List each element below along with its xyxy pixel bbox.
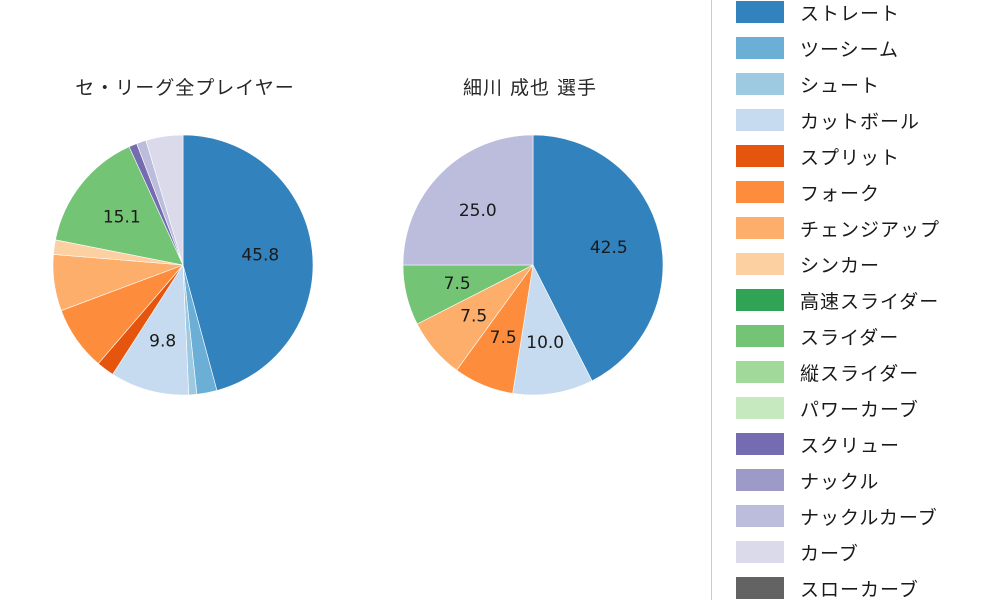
pie-value-label-fork: 7.5 xyxy=(490,328,517,348)
legend-label-cutter: カットボール xyxy=(800,110,921,133)
pie-chart-league: 45.8 9.8 15.1 xyxy=(52,134,314,396)
legend-label-screw: スクリュー xyxy=(800,434,901,457)
pie-value-label-slider: 7.5 xyxy=(444,274,471,294)
pie-value-label-straight: 45.8 xyxy=(241,246,279,266)
legend-label-shoot: シュート xyxy=(800,74,881,97)
legend-list: ストレートツーシームシュートカットボール スプリットフォークチェンジアップ シンカー… xyxy=(736,0,1000,600)
legend-item-cutter: カットボール xyxy=(736,102,1000,138)
legend-label-curve: カーブ xyxy=(800,542,859,565)
legend-label-power-curve: パワーカーブ xyxy=(800,398,919,421)
legend-swatch-changeup xyxy=(736,217,784,239)
pie-slice-straight xyxy=(532,134,664,382)
pie-slice-curve xyxy=(145,134,184,266)
legend-item-split: スプリット xyxy=(736,138,1000,174)
legend-label-sinker: シンカー xyxy=(800,254,881,277)
legend-swatch-screw xyxy=(736,433,784,455)
pie-value-label-knuckle-curve: 25.0 xyxy=(459,201,497,221)
legend-swatch-fork xyxy=(736,181,784,203)
legend-label-changeup: チェンジアップ xyxy=(800,218,941,241)
legend-item-fork: フォーク xyxy=(736,174,1000,210)
legend-item-knuckle: ナックル xyxy=(736,462,1000,498)
legend-item-screw: スクリュー xyxy=(736,426,1000,462)
legend-label-knuckle: ナックル xyxy=(800,470,880,493)
legend-item-curve: カーブ xyxy=(736,534,1000,570)
legend-label-two-seam: ツーシーム xyxy=(800,38,900,61)
legend-swatch-cutter xyxy=(736,109,784,131)
legend-label-vertical-slider: 縦スライダー xyxy=(800,362,920,385)
legend-swatch-power-curve xyxy=(736,397,784,419)
legend-label-split: スプリット xyxy=(800,146,901,169)
legend-swatch-knuckle xyxy=(736,469,784,491)
legend-item-power-curve: パワーカーブ xyxy=(736,390,1000,426)
legend-label-fork: フォーク xyxy=(800,182,881,205)
pie-value-label-straight: 42.5 xyxy=(590,238,628,258)
legend-item-slow-curve: スローカーブ xyxy=(736,570,1000,600)
pie-slice-knuckle-curve xyxy=(402,134,534,266)
legend-label-knuckle-curve: ナックルカーブ xyxy=(800,506,938,529)
chart-title-league: セ・リーグ全プレイヤー xyxy=(75,77,295,99)
legend-label-slider: スライダー xyxy=(800,326,900,349)
legend-swatch-vertical-slider xyxy=(736,361,784,383)
legend-swatch-slow-curve xyxy=(736,577,784,599)
legend-item-fast-slider: 高速スライダー xyxy=(736,282,1000,318)
legend-item-vertical-slider: 縦スライダー xyxy=(736,354,1000,390)
legend-label-fast-slider: 高速スライダー xyxy=(800,290,940,313)
pie-value-label-cutter: 9.8 xyxy=(149,331,176,351)
legend-swatch-two-seam xyxy=(736,37,784,59)
pie-chart-player: 42.510.07.57.57.525.0 xyxy=(402,134,664,396)
legend-label-straight: ストレート xyxy=(800,2,901,25)
legend-item-slider: スライダー xyxy=(736,318,1000,354)
chart-title-player: 細川 成也 選手 xyxy=(462,77,598,99)
legend-swatch-fast-slider xyxy=(736,289,784,311)
legend-swatch-sinker xyxy=(736,253,784,275)
pie-slice-slider xyxy=(55,146,184,266)
pie-slice-cutter xyxy=(112,264,190,396)
pie-value-label-cutter: 10.0 xyxy=(526,333,564,353)
legend-swatch-split xyxy=(736,145,784,167)
legend-swatch-shoot xyxy=(736,73,784,95)
legend-item-sinker: シンカー xyxy=(736,246,1000,282)
legend-item-two-seam: ツーシーム xyxy=(736,30,1000,66)
legend-item-changeup: チェンジアップ xyxy=(736,210,1000,246)
legend: ストレートツーシームシュートカットボール スプリットフォークチェンジアップ シンカー… xyxy=(711,0,1000,600)
pie-value-label-changeup: 7.5 xyxy=(460,307,487,327)
legend-item-straight: ストレート xyxy=(736,0,1000,30)
legend-item-shoot: シュート xyxy=(736,66,1000,102)
pie-slice-straight xyxy=(182,134,314,391)
legend-item-knuckle-curve: ナックルカーブ xyxy=(736,498,1000,534)
pie-value-label-slider: 15.1 xyxy=(103,208,141,228)
legend-swatch-slider xyxy=(736,325,784,347)
legend-label-slow-curve: スローカーブ xyxy=(800,578,919,600)
legend-swatch-curve xyxy=(736,541,784,563)
legend-swatch-knuckle-curve xyxy=(736,505,784,527)
pie-slice-cutter xyxy=(512,264,593,396)
legend-swatch-straight xyxy=(736,1,784,23)
